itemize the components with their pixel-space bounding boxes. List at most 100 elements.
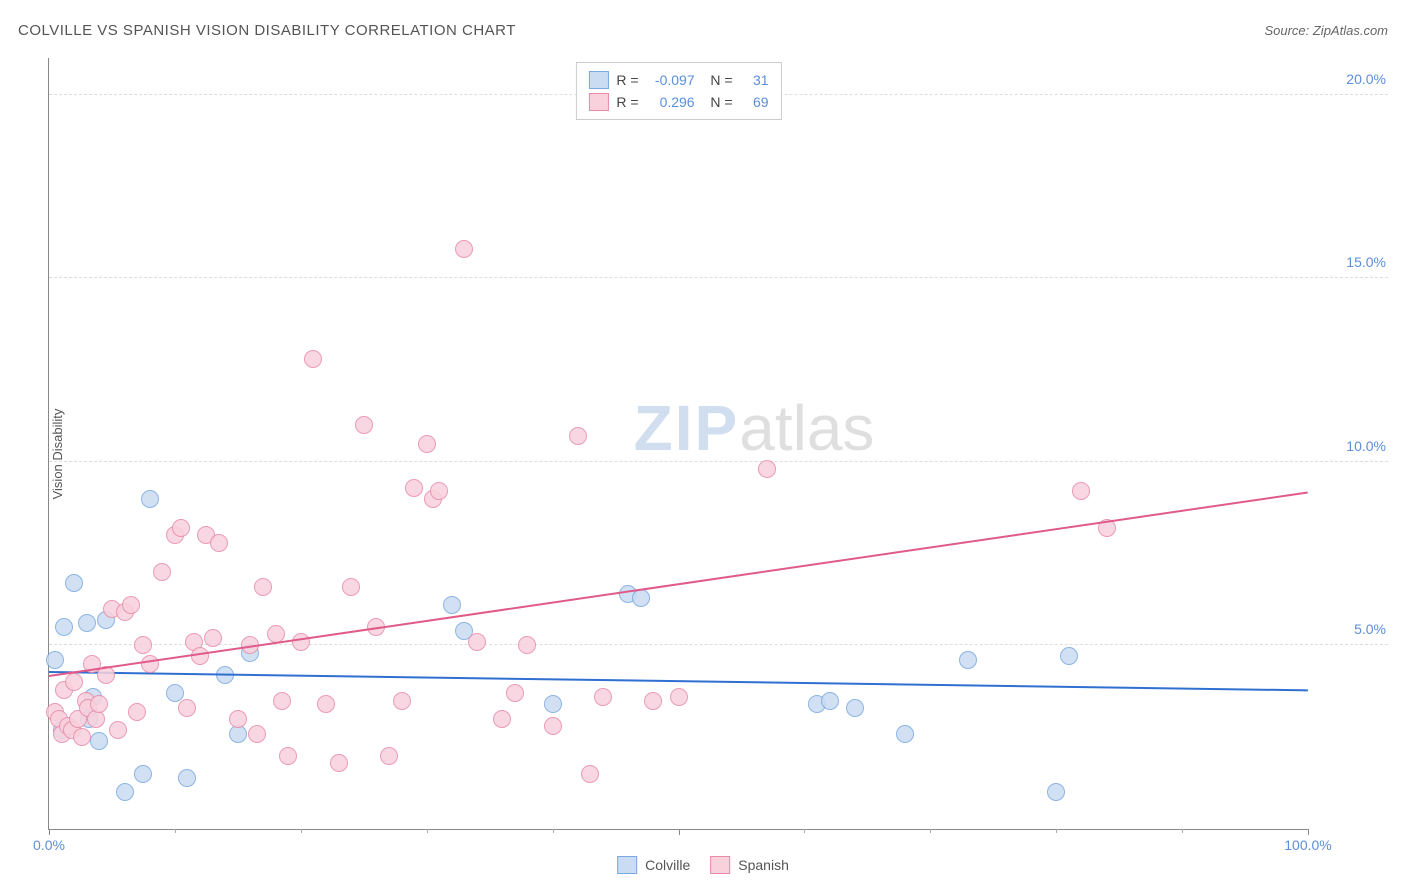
data-point: [65, 574, 83, 592]
data-point: [55, 618, 73, 636]
data-point: [569, 427, 587, 445]
data-point: [304, 350, 322, 368]
data-point: [178, 699, 196, 717]
chart-container: Vision Disability ZIPatlas R =-0.097 N =…: [48, 58, 1388, 850]
data-point: [65, 673, 83, 691]
data-point: [330, 754, 348, 772]
watermark: ZIPatlas: [634, 391, 875, 465]
x-tick-minor: [1056, 829, 1057, 833]
legend-n-label: N =: [703, 94, 733, 110]
watermark-part1: ZIP: [634, 392, 740, 464]
legend-swatch: [588, 71, 608, 89]
x-tick-major: [49, 829, 50, 835]
data-point: [405, 479, 423, 497]
data-point: [317, 695, 335, 713]
data-point: [229, 710, 247, 728]
legend-stat-row: R = -0.097 N = 31: [588, 69, 768, 91]
data-point: [292, 633, 310, 651]
data-point: [380, 747, 398, 765]
legend-r-label: R =: [616, 94, 638, 110]
legend-r-label: R =: [616, 72, 638, 88]
data-point: [78, 614, 96, 632]
data-point: [468, 633, 486, 651]
plot-area: ZIPatlas R =-0.097 N =31R =0.296 N =69 5…: [48, 58, 1308, 830]
data-point: [959, 651, 977, 669]
data-point: [178, 769, 196, 787]
data-point: [279, 747, 297, 765]
data-point: [758, 460, 776, 478]
source-label: Source: ZipAtlas.com: [1264, 23, 1388, 38]
legend-label: Colville: [645, 857, 690, 873]
legend-n-label: N =: [703, 72, 733, 88]
data-point: [506, 684, 524, 702]
x-tick-minor: [175, 829, 176, 833]
data-point: [455, 240, 473, 258]
data-point: [594, 688, 612, 706]
y-tick-label: 5.0%: [1354, 621, 1386, 637]
data-point: [191, 647, 209, 665]
data-point: [393, 692, 411, 710]
data-point: [141, 655, 159, 673]
data-point: [896, 725, 914, 743]
legend-n-value: 31: [741, 72, 769, 88]
watermark-part2: atlas: [739, 392, 874, 464]
data-point: [90, 732, 108, 750]
legend-stats: R = -0.097 N = 31 R = 0.296 N = 69: [575, 62, 781, 120]
legend-stat-row: R = 0.296 N = 69: [588, 91, 768, 113]
chart-header: COLVILLE VS SPANISH VISION DISABILITY CO…: [18, 22, 1388, 39]
y-tick-label: 10.0%: [1346, 438, 1386, 454]
x-tick-major: [1308, 829, 1309, 835]
data-point: [1072, 482, 1090, 500]
data-point: [166, 684, 184, 702]
x-tick-major: [679, 829, 680, 835]
legend-swatch: [710, 856, 730, 874]
data-point: [644, 692, 662, 710]
data-point: [342, 578, 360, 596]
data-point: [544, 695, 562, 713]
legend-item: Colville: [617, 856, 690, 874]
legend-r-value: 0.296: [647, 94, 695, 110]
legend-r-value: -0.097: [647, 72, 695, 88]
data-point: [430, 482, 448, 500]
x-tick-minor: [553, 829, 554, 833]
legend-n-value: 69: [741, 94, 769, 110]
data-point: [581, 765, 599, 783]
data-point: [355, 416, 373, 434]
data-point: [418, 435, 436, 453]
data-point: [1060, 647, 1078, 665]
gridline: [49, 461, 1388, 462]
data-point: [273, 692, 291, 710]
y-tick-label: 15.0%: [1346, 254, 1386, 270]
data-point: [109, 721, 127, 739]
x-tick-minor: [301, 829, 302, 833]
x-tick-minor: [427, 829, 428, 833]
data-point: [846, 699, 864, 717]
data-point: [1047, 783, 1065, 801]
legend-series: Colville Spanish: [617, 856, 789, 874]
data-point: [443, 596, 461, 614]
data-point: [90, 695, 108, 713]
chart-title: COLVILLE VS SPANISH VISION DISABILITY CO…: [18, 22, 516, 39]
x-tick-minor: [804, 829, 805, 833]
gridline: [49, 277, 1388, 278]
data-point: [46, 651, 64, 669]
data-point: [134, 765, 152, 783]
trend-line: [49, 491, 1308, 677]
data-point: [128, 703, 146, 721]
legend-item: Spanish: [710, 856, 789, 874]
legend-swatch: [617, 856, 637, 874]
data-point: [254, 578, 272, 596]
legend-swatch: [588, 93, 608, 111]
data-point: [141, 490, 159, 508]
data-point: [73, 728, 91, 746]
x-tick-label: 100.0%: [1284, 837, 1331, 853]
x-tick-minor: [1182, 829, 1183, 833]
legend-label: Spanish: [738, 857, 789, 873]
data-point: [518, 636, 536, 654]
data-point: [821, 692, 839, 710]
data-point: [210, 534, 228, 552]
data-point: [248, 725, 266, 743]
data-point: [544, 717, 562, 735]
x-tick-minor: [930, 829, 931, 833]
data-point: [134, 636, 152, 654]
